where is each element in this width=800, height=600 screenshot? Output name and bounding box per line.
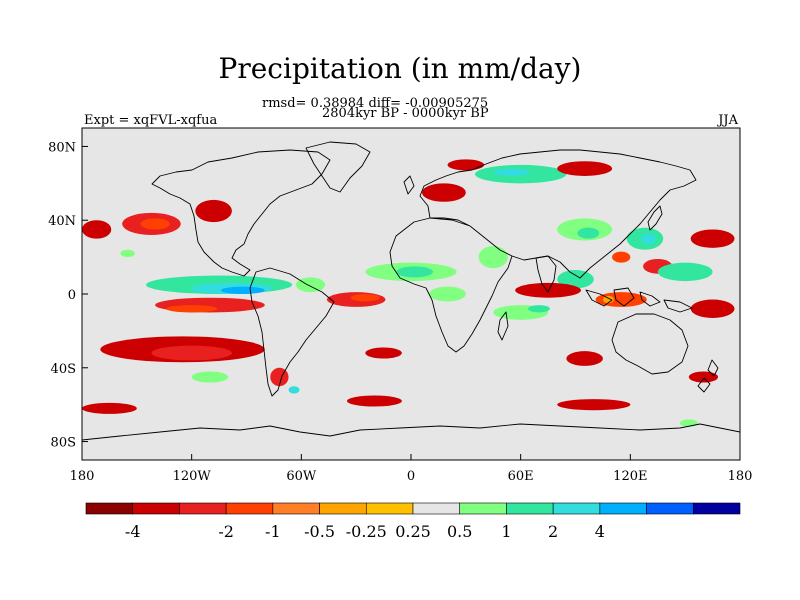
colorbar-swatch: [692, 502, 741, 515]
lon-tick-label: 180: [70, 469, 95, 484]
lon-tick-label: 0: [407, 469, 415, 484]
anomaly-s-atlantic-dry: [365, 347, 402, 359]
anomaly-siberia-wet-core: [493, 168, 530, 176]
colorbar-label: 0.5: [447, 522, 472, 541]
colorbar-label: -4: [125, 522, 141, 541]
plot-title: Precipitation (in mm/day): [218, 52, 582, 85]
lat-tick-label: 40N: [48, 214, 76, 229]
colorbar-swatch: [646, 502, 694, 515]
colorbar-swatch: [179, 502, 227, 515]
anomaly-s-indian-wet-core: [527, 305, 550, 313]
coastline-maritime-islands: [585, 287, 693, 313]
coastline-eurasia-africa: [389, 149, 697, 353]
anomaly-sahel-wet-core: [396, 266, 433, 278]
anomaly-e-pacific-wet-core: [220, 286, 265, 294]
anomaly-southern-ocean-wet-b: [679, 419, 698, 427]
coastline-madagascar: [497, 311, 509, 341]
anomaly-indian-ocean-dry: [515, 282, 581, 298]
colorbar-swatch: [225, 502, 274, 515]
lon-tick-label: 120W: [173, 469, 212, 484]
anomaly-w-pacific-west-edge: [82, 220, 112, 239]
colorbar-label: -1: [265, 522, 281, 541]
season-label: JJA: [718, 113, 738, 128]
anomaly-arctic-dry: [447, 159, 485, 171]
coastlines: [82, 141, 740, 441]
coastline-antarctica: [82, 423, 740, 441]
colorbar-swatch: [552, 502, 601, 515]
lon-tick-label: 180: [728, 469, 753, 484]
colorbar-swatch: [506, 502, 554, 515]
colorbar-label: 4: [595, 522, 605, 541]
latitude-axis: 80N 40N 0 40S 80S: [48, 140, 88, 451]
lon-tick-label: 60W: [286, 469, 317, 484]
colorbar-label: -0.5: [304, 522, 335, 541]
colorbar-swatch: [319, 502, 367, 515]
colorbar-swatch: [365, 502, 414, 515]
anomaly-field: [82, 159, 735, 427]
anomaly-arabia-wet: [478, 246, 508, 269]
anomaly-patagonia-dry: [270, 367, 289, 387]
lat-tick-label: 0: [68, 288, 76, 303]
coastline-japan: [647, 205, 663, 231]
coastline-north-america: [151, 149, 331, 277]
anomaly-s-pacific-dry-core: [151, 345, 232, 361]
lat-tick-label: 80N: [48, 140, 76, 155]
colorbar: -4 -2 -1 -0.5 -0.25 0.25 0.5 1 2 4: [85, 502, 741, 541]
anomaly-southern-ocean-dry-a: [82, 402, 137, 414]
anomaly-n-pacific-dry-core: [140, 218, 170, 230]
colorbar-label: 1: [501, 522, 511, 541]
colorbar-swatch: [459, 502, 507, 515]
anomaly-ne-pacific-dry: [195, 199, 232, 223]
anomaly-patagonia-wet: [288, 386, 300, 394]
anomaly-central-asia-wet-core: [577, 227, 600, 239]
anomaly-europe-dry: [421, 183, 466, 202]
colorbar-swatch: [412, 502, 461, 515]
anomaly-nw-pacific-dry: [690, 229, 735, 248]
anomaly-sw-pacific-dry: [690, 299, 735, 318]
anomaly-australia-west-dry: [566, 351, 603, 366]
anomaly-southern-ocean-dry-d: [688, 371, 719, 383]
anomaly-maritime-continent-dry-core: [602, 295, 614, 304]
lon-tick-label: 120E: [613, 469, 647, 484]
anomaly-africa-equator-wet: [429, 286, 466, 302]
rmsd-subtitle: rmsd= 0.38984 diff= -0.00905275: [262, 96, 489, 111]
colorbar-label: 2: [548, 522, 558, 541]
coastline-india: [535, 255, 557, 293]
longitude-axis: 180 120W 60W 0 60E 120E 180: [70, 454, 753, 484]
colorbar-swatch: [599, 502, 647, 515]
coastline-uk: [403, 175, 415, 195]
lat-tick-label: 40S: [51, 362, 76, 377]
anomaly-n-brazil-wet: [295, 277, 326, 293]
colorbar-swatch: [132, 502, 180, 515]
colorbar-label: -0.25: [346, 522, 387, 541]
experiment-label: Expt = xqFVL-xqfua: [84, 113, 218, 128]
coastline-south-america: [249, 267, 335, 397]
anomaly-bay-of-bengal-wet: [557, 270, 594, 289]
coastline-greenland: [305, 141, 371, 193]
anomaly-east-asia-wet-core: [641, 233, 656, 245]
lon-tick-label: 60E: [508, 469, 534, 484]
colorbar-swatch: [272, 502, 320, 515]
coastline-new-zealand: [697, 359, 719, 393]
anomaly-siberia-dry: [557, 161, 613, 176]
anomaly-w-pacific-wet: [657, 262, 713, 282]
anomaly-hawaii-wet: [120, 249, 136, 258]
anomaly-s-china-dry: [612, 251, 631, 263]
colorbar-label: 0.25: [395, 522, 431, 541]
anomaly-e-pacific-dry-south-core: [166, 305, 218, 313]
colorbar-label: -2: [218, 522, 234, 541]
lat-tick-label: 80S: [51, 436, 76, 451]
anomaly-southern-ocean-dry-c: [557, 399, 631, 411]
anomaly-southern-ocean-dry-b: [347, 395, 402, 407]
coastline-australia: [611, 313, 689, 375]
colorbar-swatch: [85, 502, 134, 515]
period-subtitle: 2804kyr BP - 0000kyr BP: [322, 106, 489, 121]
anomaly-southern-ocean-wet-a: [191, 371, 229, 383]
anomaly-atlantic-itcz-dry-core: [350, 294, 380, 302]
